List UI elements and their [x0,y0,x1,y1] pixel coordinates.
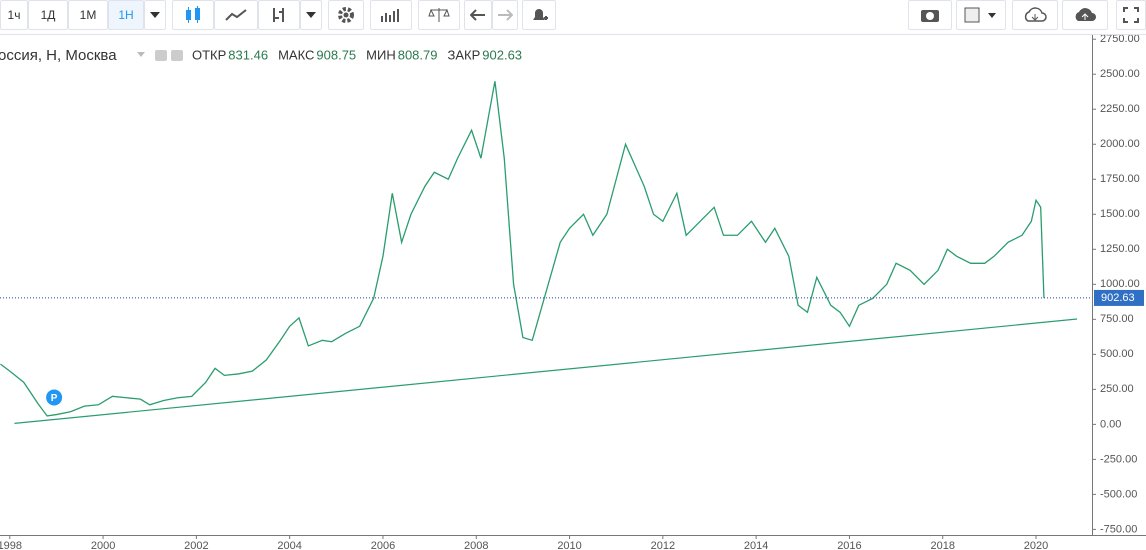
y-tick-label: 750.00 [1100,313,1134,325]
icon [428,8,450,22]
compare-button[interactable] [418,0,460,30]
y-tick-label: -250.00 [1100,453,1137,465]
line-button[interactable] [214,0,258,30]
y-tick-label: 250.00 [1100,383,1134,395]
annotation-marker [46,389,63,406]
save-button[interactable] [1062,0,1108,30]
interval-button[interactable]: 1Н [108,0,144,30]
y-tick-label: 2000.00 [1100,138,1140,150]
x-tick-label: 2006 [371,540,395,550]
x-tick-label: 2020 [1024,540,1048,550]
ohlc-value: 808.79 [398,47,438,62]
x-tick-label: 2000 [91,540,115,550]
x-tick-label: 2004 [277,540,301,550]
icon [273,8,284,22]
chart-title: оссия, Н, Москва [0,47,117,64]
ohlc-value: 908.75 [316,47,356,62]
ohlc-label: МАКС [278,47,314,62]
last-price-box [1094,289,1144,306]
ohlc-label: МИН [366,47,396,62]
ohlc-value: 831.46 [228,47,268,62]
x-tick-label: 2012 [651,540,675,550]
y-tick-label: 2750.00 [1100,35,1140,45]
x-tick-label: 2002 [184,540,208,550]
y-tick-label: -500.00 [1100,488,1137,500]
undo-button[interactable] [464,0,492,30]
x-tick-label: 1998 [0,540,22,550]
y-tick-label: 1250.00 [1100,243,1140,255]
eye-icon [155,50,167,61]
y-tick-label: 0.00 [1100,418,1121,430]
x-tick-label: 2010 [557,540,581,550]
icon [1075,8,1096,21]
y-tick-label: 1000.00 [1100,278,1140,290]
y-tick-label: 2500.00 [1100,68,1140,80]
interval-button[interactable]: 1ч [0,0,28,30]
caret [306,12,316,18]
indicator-button[interactable] [258,0,300,30]
x-tick-label: 2016 [837,540,861,550]
fullscreen-button[interactable] [1116,0,1146,30]
y-tick-label: 500.00 [1100,348,1134,360]
icon [498,9,513,21]
ohlc-legend: ОТКР 831.46 МАКС 908.75 МИН 808.79 ЗАКР 902.63 [192,47,522,62]
annotation-label: P [51,393,58,404]
y-tick-label: -750.00 [1100,523,1137,535]
icon [1123,7,1139,23]
chart: оссия, Н, Москва ОТКР 831.46 МАКС 908.75 МИН… [0,35,1146,550]
icon [921,10,939,22]
interval-button[interactable]: 1М [68,0,108,30]
ohlc-label: ОТКР [192,47,226,62]
icon [186,6,200,23]
snapshot-button[interactable] [908,0,952,30]
x-tick-label: 2014 [744,540,768,550]
icon [381,9,399,22]
y-tick-label: 1500.00 [1100,208,1140,220]
y-tick-label: 2250.00 [1100,103,1140,115]
dropdown[interactable] [144,0,166,30]
icon [1024,7,1047,22]
y-tick-label: 1750.00 [1100,173,1140,185]
layout-button[interactable] [956,0,1006,30]
price-line [0,81,1045,417]
load-button[interactable] [1012,0,1058,30]
icon [338,7,354,23]
candles-button[interactable] [172,0,214,30]
interval-button[interactable]: 1Д [28,0,68,30]
caret [150,12,160,18]
studies-button[interactable] [370,0,412,30]
dropdown[interactable] [300,0,322,30]
redo-button[interactable] [492,0,518,30]
icon [470,9,485,21]
x-tick-label: 2008 [464,540,488,550]
x-tick-label: 2018 [930,540,954,550]
icon [533,9,548,20]
icon [964,7,996,23]
settings-button[interactable] [328,0,364,30]
caret [137,52,145,57]
last-price-label: 902.63 [1101,292,1135,304]
trendline [14,318,1078,424]
toolbar: 1ч 1Д 1М 1Н [0,0,1146,35]
settings-icon [171,50,183,61]
icon [225,9,247,21]
ohlc-value: 902.63 [482,47,522,62]
ohlc-label: ЗАКР [447,47,480,62]
alert-button[interactable] [522,0,556,30]
